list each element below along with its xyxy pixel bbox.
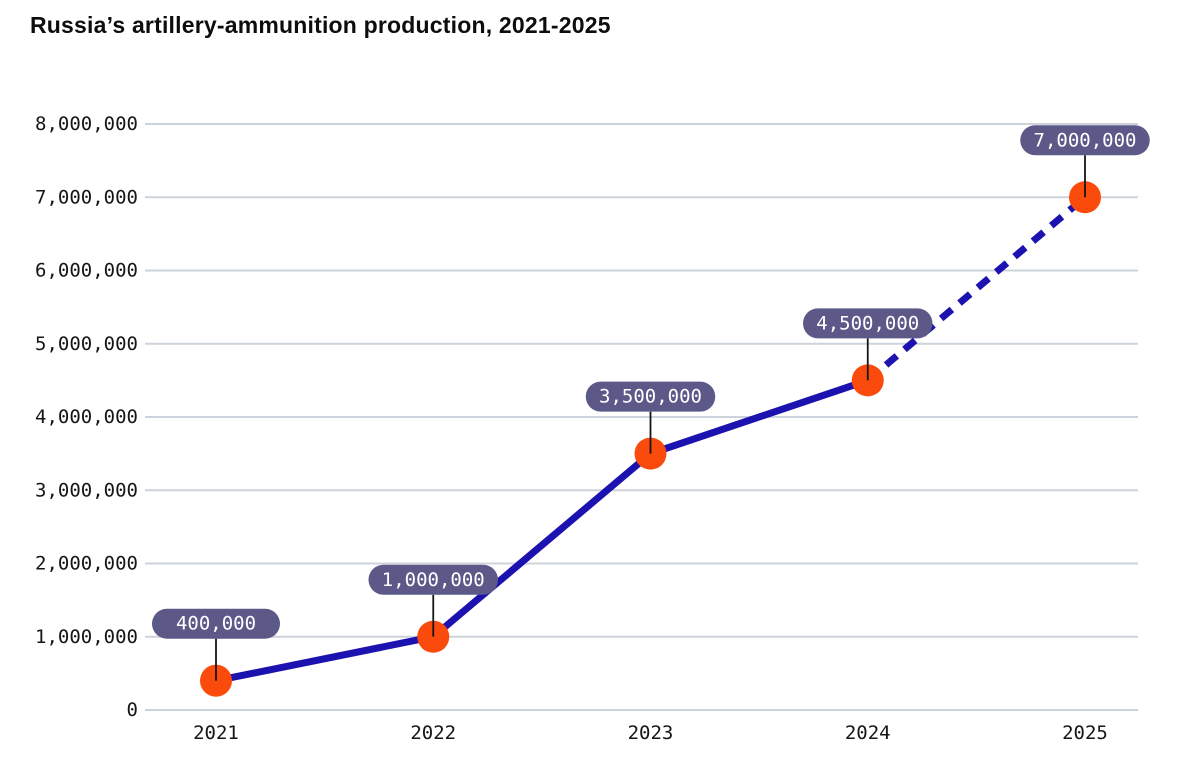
y-tick-label: 7,000,000 bbox=[35, 186, 138, 208]
y-tick-label: 8,000,000 bbox=[35, 113, 138, 135]
y-tick-label: 2,000,000 bbox=[35, 553, 138, 575]
x-tick-label: 2021 bbox=[193, 722, 239, 744]
data-point-badge-label: 3,500,000 bbox=[599, 386, 702, 408]
data-point-badge bbox=[803, 308, 933, 339]
data-point-badge-label: 7,000,000 bbox=[1034, 129, 1137, 151]
y-tick-label: 3,000,000 bbox=[35, 479, 138, 501]
data-point-badge bbox=[152, 608, 280, 639]
data-point-badge-label: 1,000,000 bbox=[382, 569, 485, 591]
y-tick-label: 0 bbox=[127, 699, 138, 721]
data-point-badge-label: 4,500,000 bbox=[816, 312, 919, 334]
data-point-badge bbox=[368, 564, 498, 595]
x-tick-label: 2022 bbox=[410, 722, 456, 744]
y-tick-label: 4,000,000 bbox=[35, 406, 138, 428]
x-tick-label: 2024 bbox=[845, 722, 891, 744]
x-tick-label: 2025 bbox=[1062, 722, 1108, 744]
data-point-badge-label: 400,000 bbox=[176, 613, 256, 635]
data-point-badge bbox=[585, 381, 716, 412]
y-tick-label: 1,000,000 bbox=[35, 626, 138, 648]
y-tick-label: 6,000,000 bbox=[35, 260, 138, 282]
chart-title: Russia’s artillery-ammunition production… bbox=[30, 12, 611, 38]
data-point-badge bbox=[1020, 125, 1150, 156]
data-line-dashed bbox=[865, 194, 1088, 384]
data-line-solid bbox=[212, 376, 872, 685]
y-tick-label: 5,000,000 bbox=[35, 333, 138, 355]
x-tick-label: 2023 bbox=[628, 722, 674, 744]
